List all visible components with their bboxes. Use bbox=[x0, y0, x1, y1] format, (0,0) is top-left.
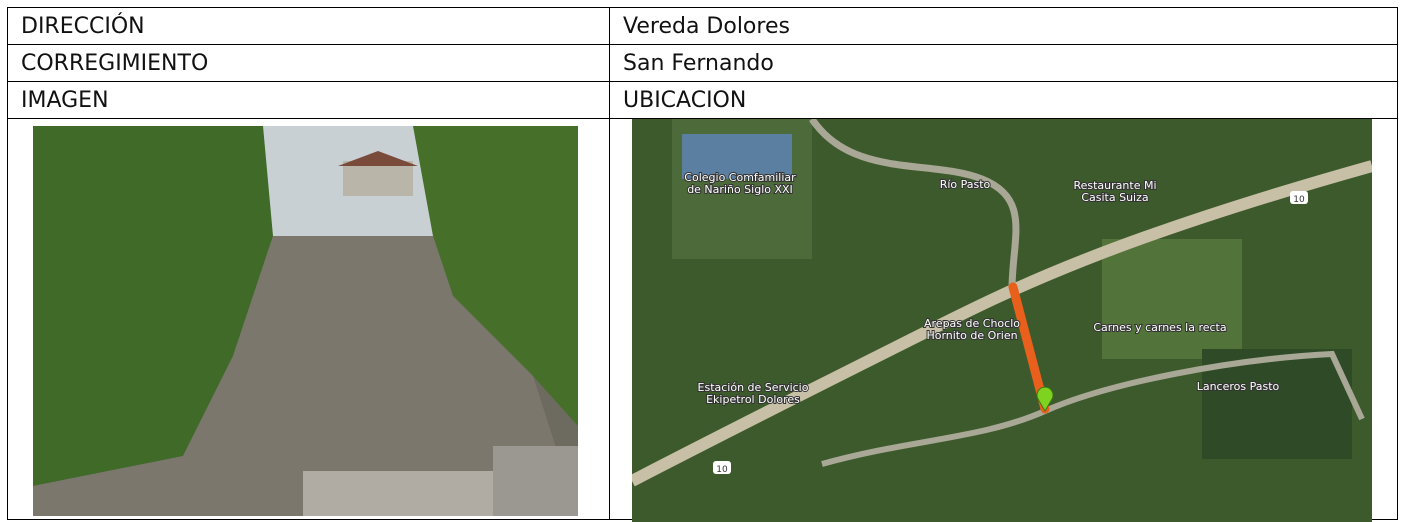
cell: Colegio Comfamiliar de Nariño Siglo XXI Rí… bbox=[609, 118, 1398, 522]
map-label: Lanceros Pasto bbox=[1197, 380, 1280, 393]
map-label: Casita Suiza bbox=[1081, 191, 1148, 204]
map-label: Carnes y carnes la recta bbox=[1093, 321, 1226, 334]
map-label: Restaurante Mi bbox=[1073, 179, 1156, 192]
cell: San Fernando bbox=[609, 44, 1398, 82]
row: IMAGEN UBICACION bbox=[7, 81, 1398, 119]
info-table: DIRECCIÓN Vereda Dolores CORREGIMIENTO San… bbox=[7, 7, 1398, 522]
cell bbox=[7, 118, 610, 520]
cell: IMAGEN bbox=[7, 81, 610, 119]
map-label: Río Pasto bbox=[940, 178, 991, 191]
road-sign bbox=[713, 461, 731, 474]
map-label: Estación de Servicio bbox=[698, 381, 809, 394]
road-sign-label: 10 bbox=[1293, 195, 1305, 205]
road-sign-label: 10 bbox=[716, 465, 728, 475]
row: CORREGIMIENTO San Fernando bbox=[7, 44, 1398, 82]
cell: DIRECCIÓN bbox=[7, 7, 610, 45]
row: DIRECCIÓN Vereda Dolores bbox=[7, 7, 1398, 45]
cell: CORREGIMIENTO bbox=[7, 44, 610, 82]
map-label: Arepas de Choclo bbox=[924, 317, 1020, 330]
map-label: Hornito de Orien bbox=[926, 329, 1017, 342]
road-sign bbox=[1290, 191, 1308, 204]
cell: UBICACION bbox=[609, 81, 1398, 119]
map-label: de Nariño Siglo XXI bbox=[687, 183, 793, 196]
map-label: Colegio Comfamiliar bbox=[684, 171, 796, 184]
row: Colegio Comfamiliar de Nariño Siglo XXI Rí… bbox=[7, 118, 1398, 522]
cell: Vereda Dolores bbox=[609, 7, 1398, 45]
map-label: Ekipetrol Dolores bbox=[706, 393, 800, 406]
road-photo bbox=[33, 126, 578, 516]
